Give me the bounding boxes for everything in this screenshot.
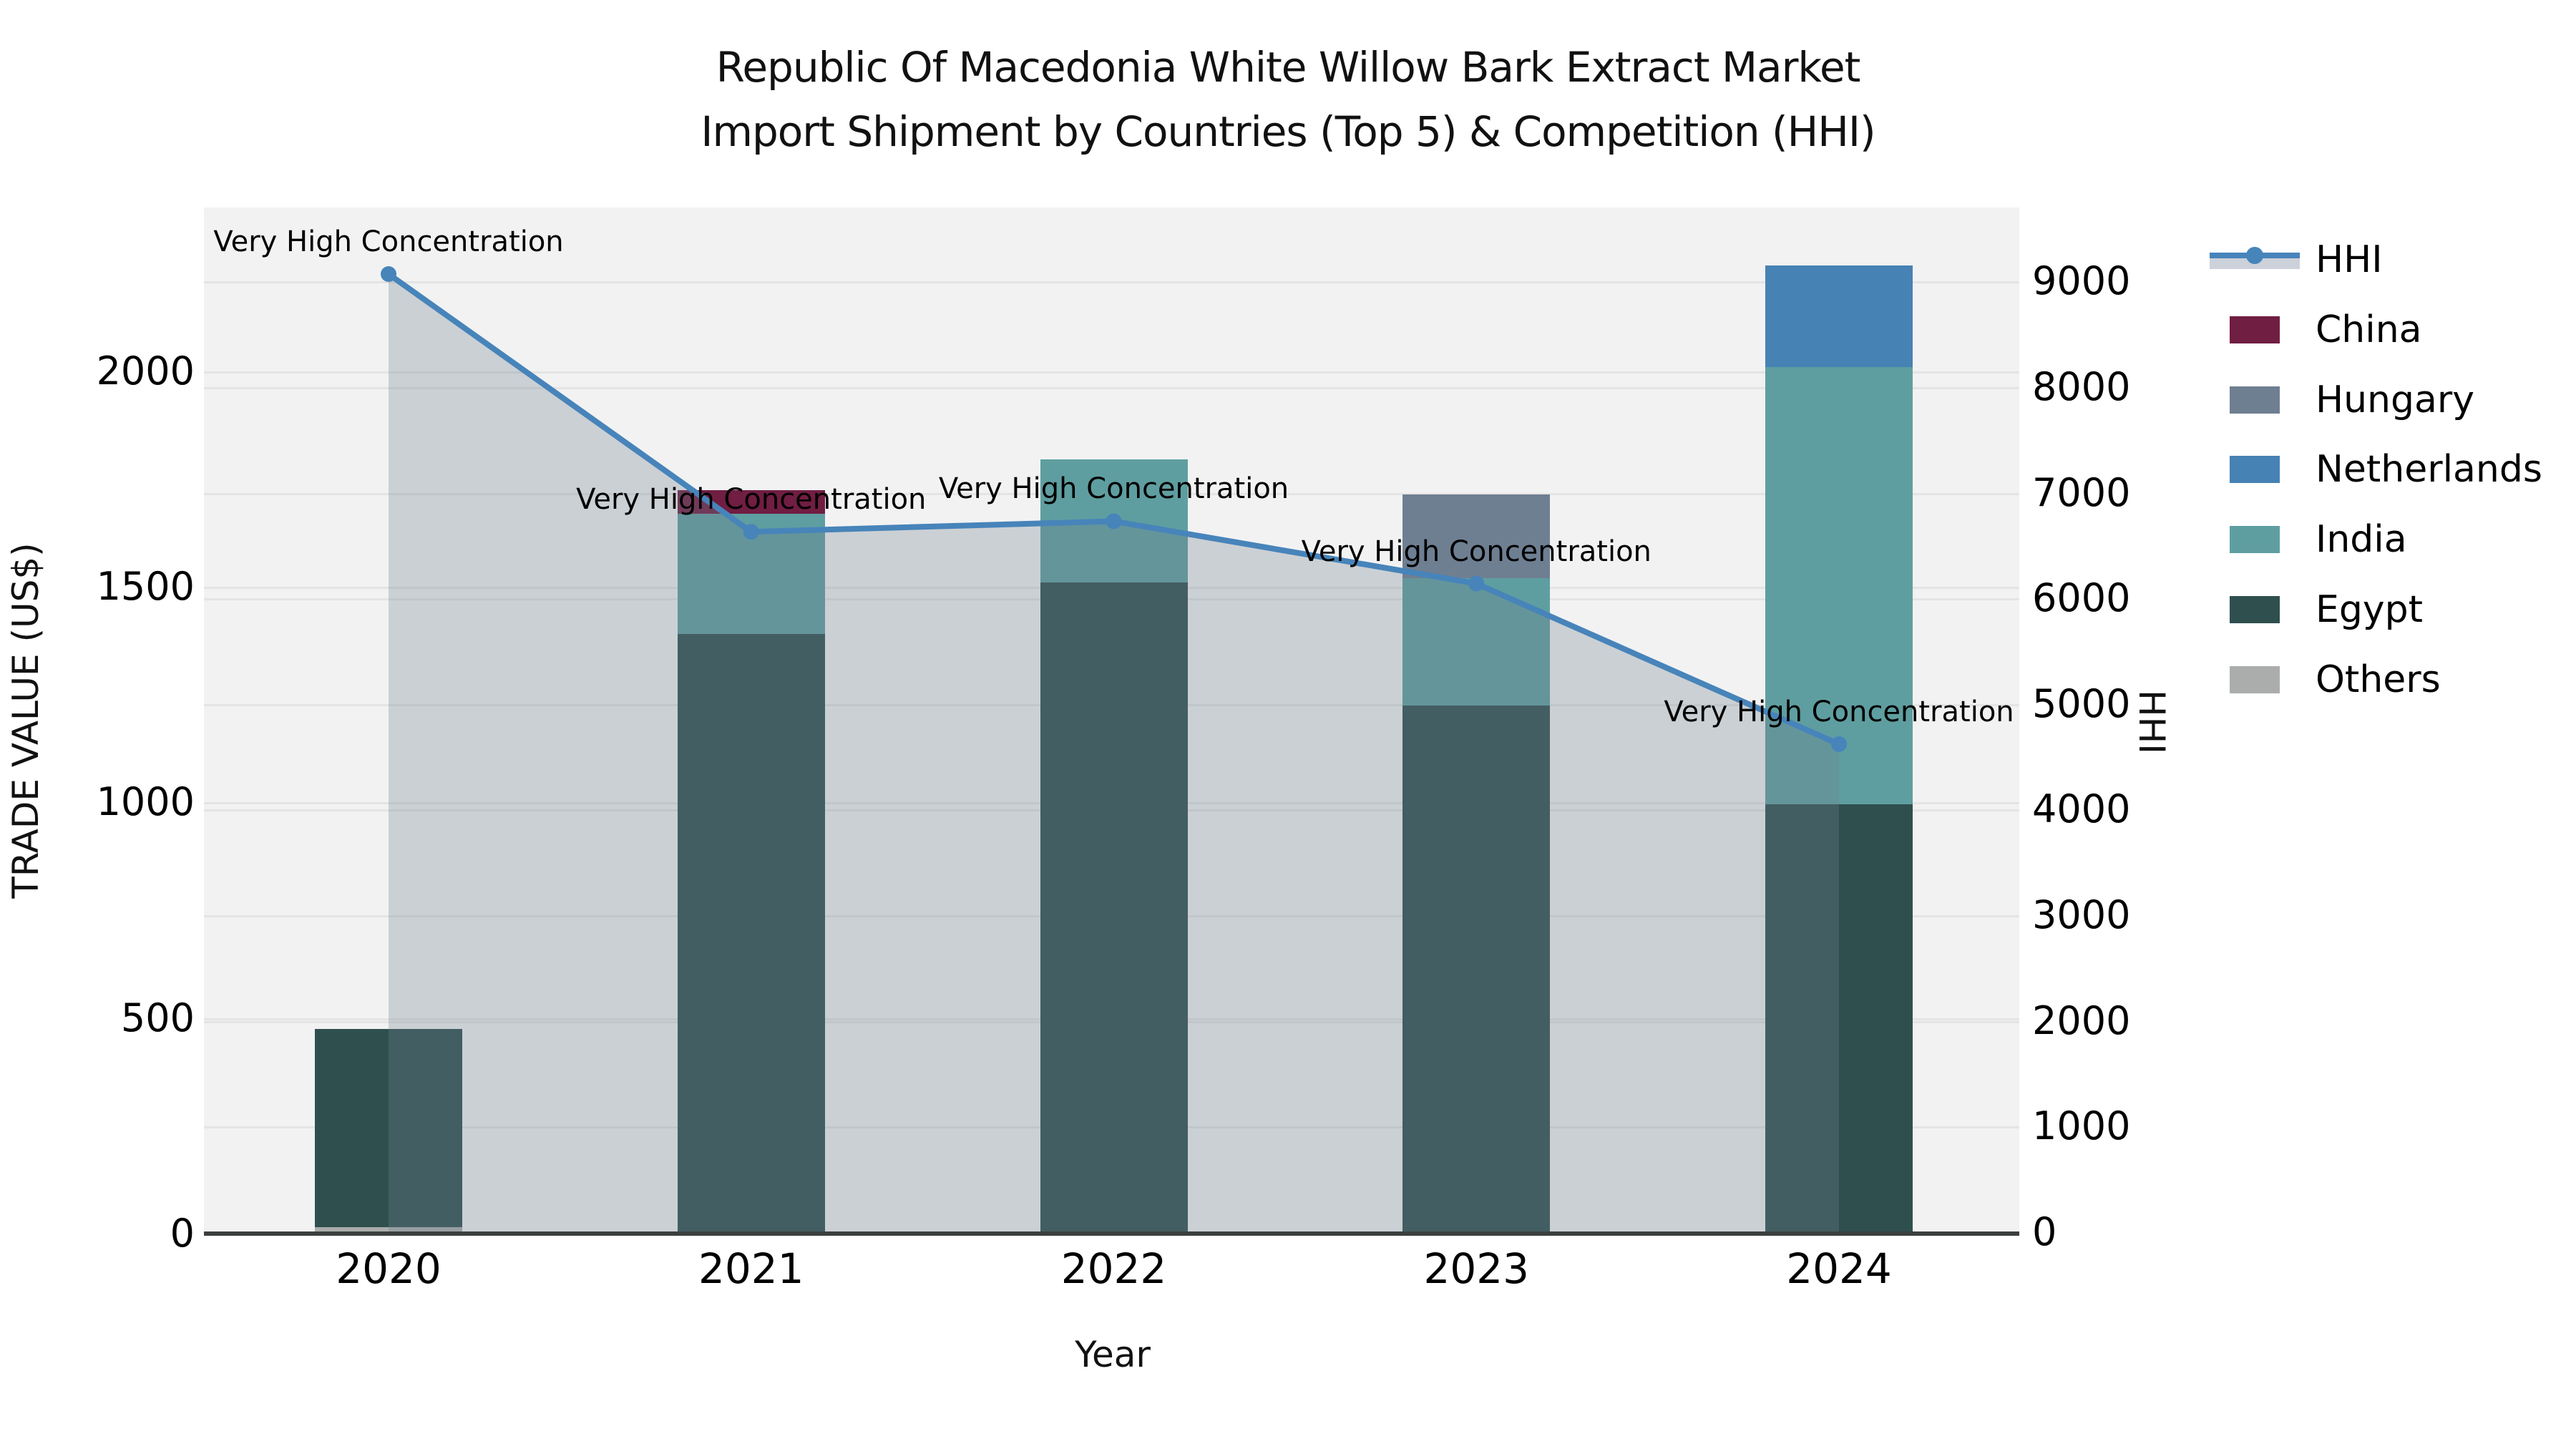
- y-left-tick-0: 0: [170, 1211, 195, 1256]
- y-left-tick-1500: 1500: [96, 564, 195, 610]
- bar-segment-egypt-2021: [677, 634, 825, 1234]
- legend-swatch-netherlands: [2230, 456, 2280, 484]
- hhi-layer: [381, 266, 1847, 1232]
- x-tick-2020: 2020: [336, 1244, 441, 1293]
- legend-swatch-wrap: [2210, 313, 2300, 346]
- legend-swatch-wrap: [2210, 663, 2300, 696]
- x-axis-line: [204, 1231, 2019, 1236]
- gridline-hhi-8000: [204, 386, 2019, 389]
- x-tick-2024: 2024: [1786, 1244, 1892, 1293]
- bar-segment-india-2023: [1402, 578, 1551, 706]
- hhi-marker-icon: [2246, 247, 2263, 264]
- legend-swatch-wrap: [2210, 384, 2300, 416]
- legend-swatch-hungary: [2230, 386, 2280, 414]
- y-left-tick-2000: 2000: [96, 348, 195, 394]
- annotation-2022: Very High Concentration: [938, 472, 1289, 506]
- legend-label-netherlands: Netherlands: [2316, 448, 2542, 492]
- annotation-2020: Very High Concentration: [213, 225, 564, 258]
- legend-item-egypt: Egypt: [2210, 588, 2423, 631]
- x-tick-2021: 2021: [698, 1244, 804, 1293]
- hhi-point-2024: [1831, 736, 1847, 752]
- hhi-point-2022: [1106, 513, 1122, 530]
- y-axis-label-right: HHI: [2131, 690, 2172, 754]
- bar-segment-india-2024: [1765, 366, 1913, 805]
- annotation-2021: Very High Concentration: [576, 483, 927, 517]
- y-right-tick-4000: 4000: [2032, 786, 2131, 832]
- legend-item-hhi: HHI: [2210, 238, 2383, 281]
- legend-label-china: China: [2316, 308, 2422, 351]
- hhi-point-2023: [1468, 575, 1485, 592]
- legend-swatch-egypt: [2230, 596, 2280, 623]
- hhi-area: [389, 274, 1839, 1232]
- y-right-tick-1000: 1000: [2032, 1103, 2131, 1149]
- legend-item-china: China: [2210, 308, 2422, 351]
- legend-swatch-china: [2230, 316, 2280, 343]
- legend-label-others: Others: [2316, 658, 2441, 701]
- bar-segment-egypt-2020: [315, 1028, 462, 1227]
- legend-label-hhi: HHI: [2316, 238, 2383, 281]
- y-right-tick-2000: 2000: [2032, 997, 2131, 1043]
- y-right-tick-5000: 5000: [2032, 680, 2131, 726]
- x-axis-label: Year: [1075, 1334, 1151, 1375]
- y-right-tick-9000: 9000: [2032, 258, 2131, 304]
- legend-swatch-others: [2230, 665, 2280, 693]
- hhi-point-2020: [381, 266, 396, 283]
- bar-segment-hungary-2023: [1402, 494, 1551, 579]
- chart-subtitle: Import Shipment by Countries (Top 5) & C…: [701, 107, 1875, 156]
- annotation-2023: Very High Concentration: [1301, 535, 1652, 568]
- legend-swatch-wrap: [2210, 523, 2300, 556]
- legend-item-others: Others: [2210, 658, 2441, 701]
- y-left-tick-500: 500: [120, 995, 195, 1040]
- gridline-hhi-9000: [204, 281, 2019, 284]
- bar-segment-others-2020: [315, 1226, 462, 1234]
- bar-segment-netherlands-2024: [1765, 265, 1913, 367]
- hhi-point-2021: [743, 524, 759, 540]
- legend-swatch-wrap: [2210, 453, 2300, 486]
- legend-swatch-india: [2230, 526, 2280, 554]
- y-right-tick-8000: 8000: [2032, 364, 2131, 409]
- bar-segment-egypt-2022: [1040, 582, 1188, 1234]
- y-right-tick-0: 0: [2032, 1209, 2057, 1254]
- y-axis-label-left: TRADE VALUE (US$): [5, 542, 47, 899]
- x-tick-2023: 2023: [1423, 1244, 1530, 1293]
- legend-item-netherlands: Netherlands: [2210, 448, 2542, 491]
- legend-item-hungary: Hungary: [2210, 379, 2474, 421]
- y-right-tick-7000: 7000: [2032, 469, 2131, 515]
- bar-segment-egypt-2024: [1765, 804, 1913, 1234]
- y-left-tick-1000: 1000: [96, 779, 195, 825]
- legend-swatch-wrap: [2210, 593, 2300, 626]
- annotation-2024: Very High Concentration: [1664, 695, 2014, 728]
- gridline-trade-2000: [204, 371, 2019, 374]
- legend-label-india: India: [2316, 518, 2407, 562]
- legend-label-hungary: Hungary: [2316, 378, 2475, 421]
- y-right-tick-6000: 6000: [2032, 575, 2131, 621]
- x-tick-2022: 2022: [1060, 1244, 1167, 1293]
- legend-item-india: India: [2210, 518, 2407, 561]
- chart-title: Republic Of Macedonia White Willow Bark …: [716, 43, 1861, 92]
- hhi-legend-sample: [2210, 243, 2300, 276]
- bar-segment-egypt-2023: [1402, 705, 1551, 1234]
- legend-label-egypt: Egypt: [2316, 588, 2424, 631]
- y-right-tick-3000: 3000: [2032, 892, 2131, 938]
